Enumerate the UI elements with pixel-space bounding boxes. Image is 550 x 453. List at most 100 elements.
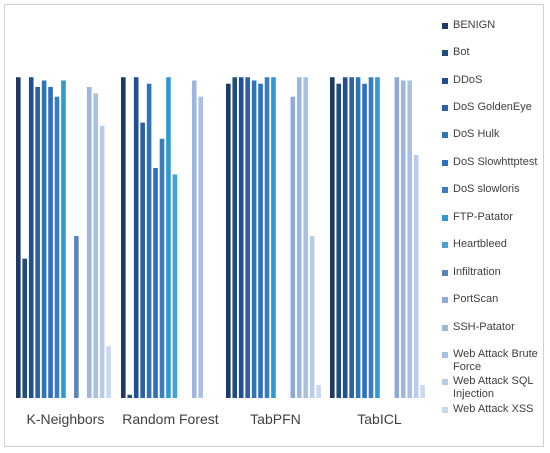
bar bbox=[342, 77, 348, 399]
bar bbox=[106, 346, 111, 398]
bar bbox=[172, 174, 178, 398]
category-label: K-Neighbors bbox=[27, 411, 105, 427]
legend-label: Web Attack XSS bbox=[453, 403, 534, 415]
bar bbox=[159, 138, 165, 399]
bar bbox=[316, 385, 321, 398]
chart-frame: K-Neighbors Random Forest TabPFN TabICL BEN… bbox=[4, 4, 544, 447]
bar bbox=[400, 80, 406, 398]
category-label: TabICL bbox=[357, 411, 402, 427]
legend-swatch bbox=[442, 407, 448, 413]
legend-item: Web Attack XSS bbox=[442, 403, 550, 416]
bar bbox=[153, 167, 158, 398]
bar bbox=[16, 77, 21, 399]
bar bbox=[99, 125, 105, 398]
legend-item: DoS Hulk bbox=[442, 128, 550, 141]
legend-label: DDoS bbox=[453, 74, 483, 86]
bar bbox=[349, 77, 354, 399]
legend-swatch bbox=[442, 23, 448, 29]
legend-swatch bbox=[442, 105, 448, 111]
legend-swatch bbox=[442, 132, 448, 138]
bar bbox=[420, 385, 425, 398]
bar bbox=[61, 80, 66, 398]
legend-label: DoS slowloris bbox=[453, 183, 520, 195]
bar bbox=[146, 83, 152, 398]
bar-group-1 bbox=[121, 77, 203, 399]
legend-item: FTP-Patator bbox=[442, 211, 550, 224]
bar bbox=[226, 83, 231, 398]
legend-item: Infiltration bbox=[442, 266, 550, 279]
legend-swatch bbox=[442, 160, 448, 166]
legend-item: Heartbleed bbox=[442, 238, 550, 251]
category-label: Random Forest bbox=[122, 411, 219, 427]
bar bbox=[121, 77, 126, 399]
bar bbox=[133, 77, 139, 399]
legend-swatch bbox=[442, 187, 448, 193]
legend-swatch bbox=[442, 297, 448, 303]
legend-item: Web Attack SQL Injection bbox=[442, 375, 550, 401]
bar bbox=[290, 96, 296, 399]
legend-item: DoS GoldenEye bbox=[442, 101, 550, 114]
legend-label: Web Attack SQL Injection bbox=[453, 375, 534, 400]
bar bbox=[251, 80, 257, 398]
bar bbox=[86, 86, 92, 399]
bar bbox=[74, 236, 79, 398]
legend-swatch bbox=[442, 242, 448, 248]
bar bbox=[127, 394, 133, 398]
bar bbox=[245, 77, 250, 399]
bar bbox=[271, 77, 276, 399]
bar bbox=[362, 83, 367, 398]
legend-item: BENIGN bbox=[442, 19, 550, 32]
legend-swatch bbox=[442, 78, 448, 84]
legend-label: Heartbleed bbox=[453, 238, 507, 250]
legend-item: DoS Slowhttptest bbox=[442, 156, 550, 169]
legend-item: DDoS bbox=[442, 74, 550, 87]
bar bbox=[355, 77, 361, 399]
bar bbox=[394, 77, 400, 399]
legend-swatch bbox=[442, 50, 448, 56]
bar bbox=[238, 77, 244, 399]
bar-group-3 bbox=[330, 77, 425, 399]
bar bbox=[407, 80, 412, 398]
bar bbox=[35, 86, 40, 399]
bar bbox=[48, 86, 53, 399]
legend-item: SSH-Patator bbox=[442, 321, 550, 334]
legend-label: BENIGN bbox=[453, 19, 496, 31]
legend-label: SSH-Patator bbox=[453, 321, 515, 333]
legend-label: Infiltration bbox=[453, 266, 501, 278]
legend-label: FTP-Patator bbox=[453, 211, 513, 223]
category-label: TabPFN bbox=[250, 411, 301, 427]
bar-chart: K-Neighbors Random Forest TabPFN TabICL bbox=[16, 77, 425, 427]
legend-label: DoS Slowhttptest bbox=[453, 156, 538, 168]
legend-item: DoS slowloris bbox=[442, 183, 550, 196]
bar bbox=[22, 258, 28, 398]
legend-label: Bot bbox=[453, 46, 470, 58]
bar bbox=[413, 155, 419, 398]
legend-swatch bbox=[442, 352, 448, 358]
bar bbox=[375, 77, 380, 399]
legend-swatch bbox=[442, 215, 448, 221]
bar bbox=[198, 96, 203, 399]
bar bbox=[309, 236, 315, 398]
bar bbox=[258, 83, 263, 398]
legend-item: PortScan bbox=[442, 293, 550, 306]
bar-group-0 bbox=[16, 77, 111, 399]
bar bbox=[330, 77, 335, 399]
bar bbox=[264, 77, 270, 399]
bar bbox=[41, 80, 47, 398]
legend-swatch bbox=[442, 270, 448, 276]
bar bbox=[336, 83, 342, 398]
legend-label: DoS GoldenEye bbox=[453, 101, 532, 113]
bar-group-2 bbox=[226, 77, 321, 399]
legend-swatch bbox=[442, 379, 448, 385]
legend-item: Web Attack Brute Force bbox=[442, 348, 550, 374]
legend-label: Web Attack Brute Force bbox=[453, 348, 538, 373]
bar bbox=[232, 77, 238, 399]
bar bbox=[296, 77, 302, 399]
bar bbox=[191, 80, 197, 398]
legend-label: DoS Hulk bbox=[453, 128, 500, 140]
bar bbox=[140, 122, 145, 398]
bar bbox=[368, 77, 374, 399]
legend-item: Bot bbox=[442, 46, 550, 59]
bar bbox=[166, 77, 171, 399]
bar bbox=[54, 96, 60, 399]
